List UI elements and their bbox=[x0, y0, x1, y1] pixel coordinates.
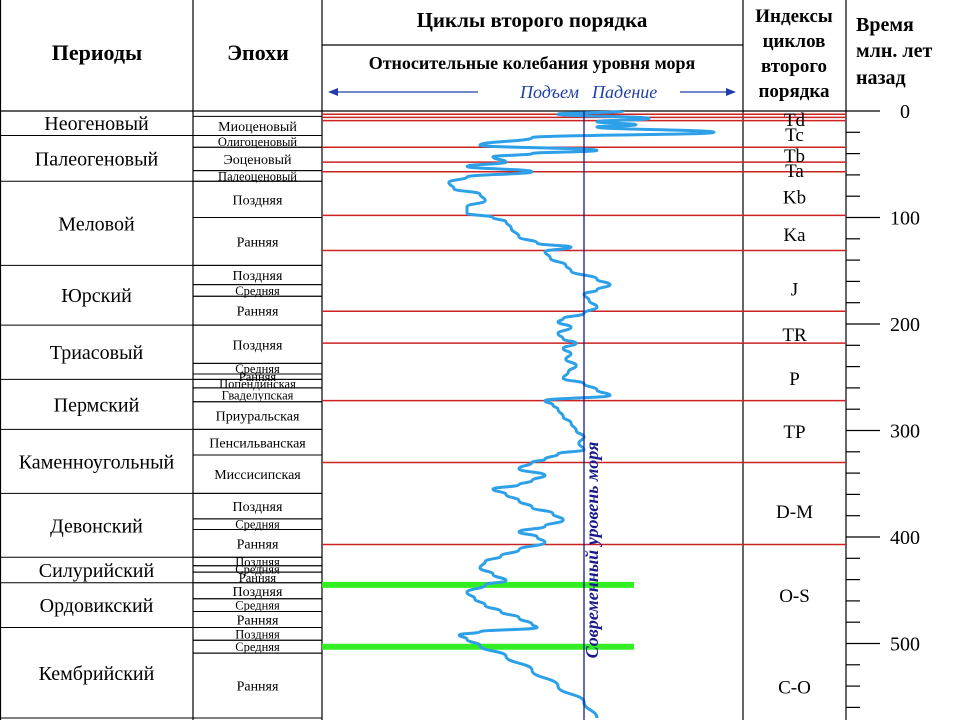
cycle-index-label: C-O bbox=[778, 678, 811, 699]
epoch-label: Средняя bbox=[235, 518, 280, 532]
header-sea-level: Относительные колебания уровня моря bbox=[369, 53, 696, 73]
epoch-label: Поздняя bbox=[233, 585, 283, 600]
epoch-label: Приуральская bbox=[216, 410, 300, 425]
cycle-index-label: Td bbox=[784, 110, 806, 131]
period-label: Пермский bbox=[54, 394, 140, 416]
period-label: Ордовикский bbox=[40, 595, 154, 617]
cycle-index-label: Ka bbox=[783, 225, 806, 246]
cycle-index-label: Kb bbox=[783, 188, 806, 209]
header-time-1: Время bbox=[856, 14, 914, 36]
epoch-label: Миоценовый bbox=[218, 120, 297, 135]
time-axis-label: 200 bbox=[890, 314, 920, 336]
header-time-3: назад bbox=[856, 67, 906, 89]
time-axis-label: 400 bbox=[890, 527, 920, 549]
header-cycles: Циклы второго порядка bbox=[417, 8, 648, 32]
epoch-label: Олигоценовый bbox=[218, 135, 297, 149]
epoch-label: Средняя bbox=[235, 640, 280, 654]
highlight-lines bbox=[322, 581, 634, 650]
table-grid bbox=[0, 0, 847, 720]
header-fall: Падение bbox=[591, 82, 657, 102]
time-axis-label: 0 bbox=[900, 101, 910, 123]
epoch-label: Эоценовый bbox=[224, 153, 292, 168]
epoch-label: Поздняя bbox=[235, 627, 280, 641]
epoch-label: Средняя bbox=[235, 562, 280, 576]
time-axis-label: 500 bbox=[890, 634, 920, 656]
time-axis: 0 100 200 300 400 500 bbox=[846, 101, 920, 709]
epoch-label: Ранняя bbox=[239, 370, 277, 384]
modern-sea-level-label: Современный уровень моря bbox=[582, 442, 602, 659]
period-label: Каменноугольный bbox=[19, 451, 175, 473]
period-label: Неогеновый bbox=[44, 113, 149, 135]
epoch-label: Гваделупская bbox=[222, 388, 294, 402]
epoch-label: Поздняя bbox=[235, 555, 280, 569]
header-rise: Подъем bbox=[519, 82, 580, 102]
header-indices-3: второго bbox=[761, 56, 827, 77]
sea-level-curve-layer bbox=[447, 109, 716, 719]
header-indices-2: циклов bbox=[763, 31, 826, 52]
cycle-index-label: P bbox=[789, 369, 800, 390]
period-label: Девонский bbox=[50, 515, 143, 537]
period-label: Меловой bbox=[58, 213, 135, 235]
cycle-index-label: TP bbox=[783, 422, 805, 443]
sea-level-curve bbox=[447, 109, 716, 719]
epoch-label: Средняя bbox=[235, 362, 280, 376]
header-indices-1: Индексы bbox=[755, 6, 833, 27]
epoch-label: Ранняя bbox=[237, 305, 279, 320]
period-label: Палеогеновый bbox=[35, 148, 159, 170]
period-label: Триасовый bbox=[50, 342, 144, 364]
time-axis-label: 300 bbox=[890, 421, 920, 443]
cycle-index-label: Tc bbox=[785, 125, 804, 146]
cycle-index-label: Ta bbox=[785, 161, 804, 182]
epoch-label: Поздняя bbox=[233, 500, 283, 515]
epoch-label: Средняя bbox=[235, 599, 280, 613]
epoch-label: Ранняя bbox=[237, 680, 279, 695]
cycle-index-label: TR bbox=[782, 325, 807, 346]
epoch-label: Поздняя bbox=[233, 338, 283, 353]
epoch-label: Миссисипская bbox=[214, 468, 301, 483]
epoch-label: Пенсильванская bbox=[209, 436, 306, 451]
rise-fall-arrow bbox=[328, 88, 736, 96]
header-epochs: Эпохи bbox=[227, 40, 289, 65]
epoch-label: Поздняя bbox=[233, 193, 283, 208]
header-time-2: млн. лет bbox=[856, 40, 932, 62]
cycle-index-label: O-S bbox=[779, 586, 810, 607]
epoch-label: Попендинская bbox=[219, 377, 296, 391]
cycle-index-label: D-M bbox=[776, 502, 813, 523]
epoch-label: Поздняя bbox=[233, 269, 283, 284]
cycle-index-label: J bbox=[791, 279, 798, 300]
epoch-label: Ранняя bbox=[237, 537, 279, 552]
epoch-label: Ранняя bbox=[237, 236, 279, 251]
time-axis-label: 100 bbox=[890, 208, 920, 230]
header-indices-4: порядка bbox=[758, 81, 830, 102]
period-label: Юрский bbox=[61, 285, 132, 307]
cycle-index-label: Tb bbox=[784, 146, 805, 167]
period-label: Силурийский bbox=[39, 560, 155, 582]
epoch-label: Ранняя bbox=[237, 614, 279, 629]
epoch-label: Средняя bbox=[235, 284, 280, 298]
epoch-label: Палеоценовый bbox=[218, 169, 297, 183]
label-layer: Неогеновый Палеогеновый Меловой Юрский Триас… bbox=[19, 110, 813, 699]
period-label: Кембрийский bbox=[39, 663, 155, 685]
epoch-label: Ранняя bbox=[239, 571, 277, 585]
header-periods: Периоды bbox=[52, 40, 142, 65]
